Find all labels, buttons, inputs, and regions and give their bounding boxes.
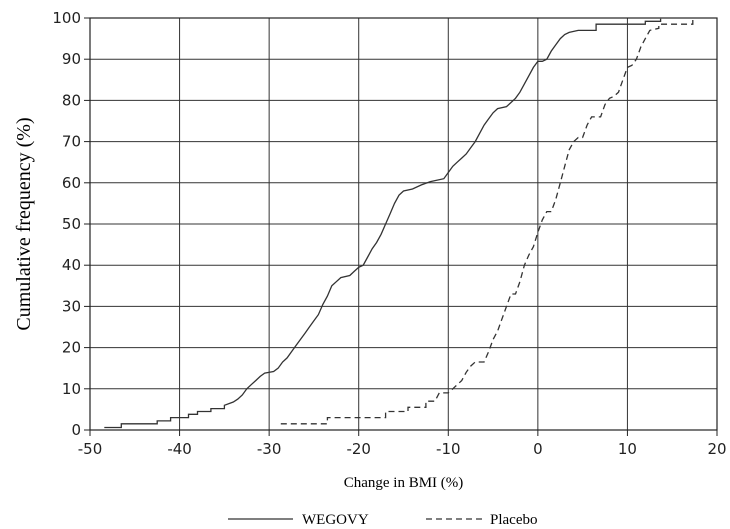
legend-label-placebo: Placebo — [490, 512, 537, 528]
x-tick-label: -10 — [436, 440, 461, 458]
y-tick-label: 30 — [62, 297, 81, 315]
y-tick-label: 10 — [62, 380, 81, 398]
grid-lines — [90, 18, 717, 430]
y-tick-label: 50 — [62, 215, 81, 233]
y-tick-label: 90 — [62, 50, 81, 68]
legend: WEGOVY Placebo — [228, 512, 537, 528]
y-tick-label: 100 — [52, 9, 81, 27]
x-tick-label: 0 — [533, 440, 543, 458]
y-tick-label: 60 — [62, 174, 81, 192]
x-tick-label: -30 — [257, 440, 282, 458]
y-tick-label: 70 — [62, 133, 81, 151]
y-tick-label: 20 — [62, 339, 81, 357]
y-axis-title: Cumulative frequency (%) — [13, 117, 35, 330]
x-axis-title: Change in BMI (%) — [344, 475, 464, 491]
y-tick-label: 0 — [71, 421, 81, 439]
legend-label-wegovy: WEGOVY — [302, 512, 369, 528]
x-tick-label: -40 — [167, 440, 192, 458]
y-tick-label: 80 — [62, 91, 81, 109]
series-layer — [104, 18, 694, 429]
axis-ticks: -50 -40 -30 -20 -10 0 10 20 0 10 20 30 40 50 60 70 80 90 1… — [52, 9, 726, 458]
x-tick-label: 20 — [707, 440, 726, 458]
x-tick-label: -20 — [346, 440, 371, 458]
series-line-wegovy — [104, 18, 662, 429]
x-tick-label: 10 — [618, 440, 637, 458]
x-tick-label: -50 — [78, 440, 103, 458]
series-line-placebo — [280, 18, 694, 425]
y-tick-label: 40 — [62, 256, 81, 274]
